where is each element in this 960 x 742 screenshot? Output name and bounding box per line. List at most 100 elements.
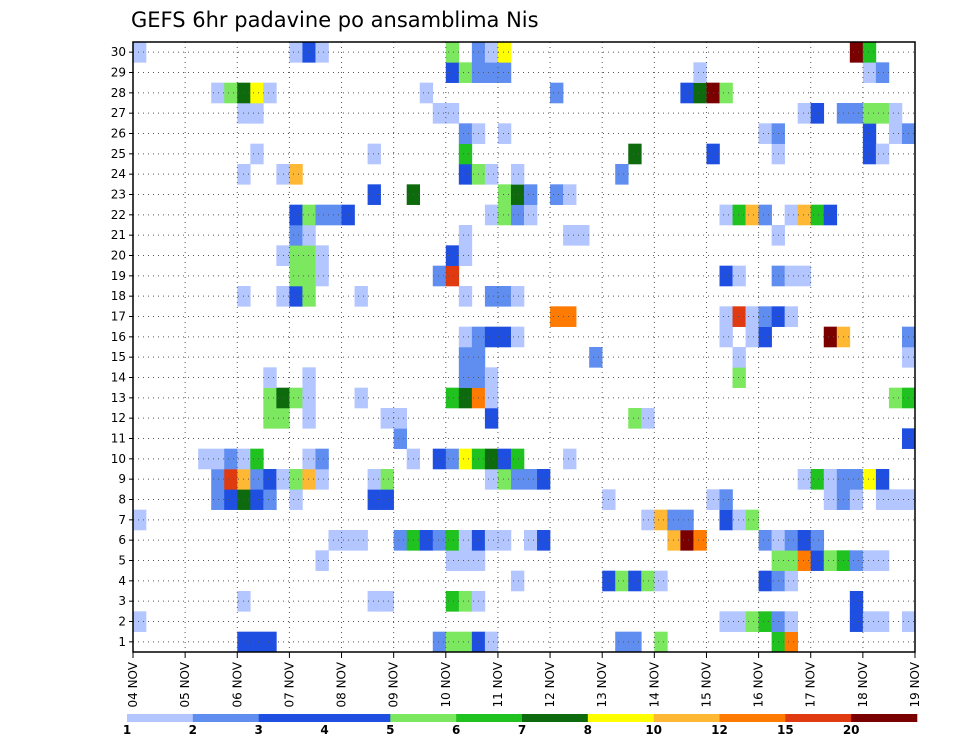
heatmap-cell <box>250 143 264 165</box>
heatmap-cell <box>432 265 447 287</box>
heatmap-cell <box>302 286 316 307</box>
heatmap-cell <box>497 42 512 63</box>
heatmap-cell <box>745 611 759 632</box>
heatmap-cell <box>328 204 342 226</box>
x-tick-label: 06 NOV <box>230 661 244 707</box>
y-tick-label: 24 <box>111 167 126 181</box>
heatmap-cell <box>732 347 746 368</box>
heatmap-cell <box>875 489 890 510</box>
heatmap-cell <box>888 123 903 144</box>
x-tick-label: 18 NOV <box>856 661 870 707</box>
heatmap-cell <box>732 509 746 531</box>
y-tick-label: 22 <box>111 208 126 222</box>
heatmap-cell <box>302 469 316 490</box>
heatmap-cell <box>732 367 746 388</box>
heatmap-cell <box>510 448 525 470</box>
heatmap-cell <box>380 408 394 429</box>
heatmap-cell <box>445 62 460 83</box>
y-tick-label: 16 <box>111 330 126 344</box>
heatmap-cell <box>419 530 434 551</box>
heatmap-cell <box>667 509 681 531</box>
heatmap-cell <box>875 611 890 632</box>
heatmap-cell <box>810 550 825 571</box>
colorbar-label: 3 <box>254 723 262 737</box>
heatmap-cell <box>875 62 890 83</box>
heatmap-cell <box>484 448 499 470</box>
heatmap-cell <box>758 570 772 592</box>
x-tick-label: 07 NOV <box>282 661 296 707</box>
x-tick-label: 14 NOV <box>647 661 661 707</box>
heatmap-cell <box>680 82 694 104</box>
heatmap-cell <box>510 204 525 226</box>
heatmap-cell <box>497 62 512 83</box>
heatmap-cell <box>497 530 512 551</box>
heatmap-cell <box>563 306 577 327</box>
x-tick-label: 11 NOV <box>491 661 505 707</box>
heatmap-cell <box>484 286 499 307</box>
heatmap-cell <box>732 265 746 287</box>
heatmap-cell <box>445 448 460 470</box>
heatmap-cell <box>302 367 316 388</box>
heatmap-cell <box>524 469 538 490</box>
heatmap-cell <box>849 103 864 124</box>
heatmap-cell <box>263 489 277 510</box>
y-tick-label: 2 <box>118 615 126 629</box>
heatmap-cell <box>458 62 473 83</box>
heatmap-cell <box>719 82 733 104</box>
heatmap-cell <box>510 286 525 307</box>
heatmap-cell <box>784 631 798 653</box>
heatmap-cell <box>458 326 473 348</box>
heatmap-cell <box>862 103 877 124</box>
heatmap-cell <box>693 62 707 83</box>
heatmap-cell <box>250 448 264 470</box>
heatmap-cell <box>628 570 642 592</box>
heatmap-cell <box>289 286 303 307</box>
y-tick-label: 18 <box>111 289 126 303</box>
heatmap-cell <box>458 387 473 409</box>
heatmap-cell <box>810 204 825 226</box>
heatmap-cell <box>458 225 473 246</box>
heatmap-cell <box>823 550 838 571</box>
y-tick-label: 20 <box>111 249 126 263</box>
colorbar-label: 15 <box>777 723 794 737</box>
heatmap-cell <box>497 204 512 226</box>
colorbar-label: 7 <box>518 723 526 737</box>
heatmap-cell <box>784 530 798 551</box>
heatmap-cell <box>289 164 303 185</box>
colorbar-segment <box>324 714 391 722</box>
heatmap-cell <box>484 62 499 83</box>
heatmap-cell <box>432 631 447 653</box>
y-tick-label: 26 <box>111 127 126 141</box>
heatmap-cell <box>315 448 329 470</box>
y-axis: 1234567891011121314151617181920212223242… <box>111 45 133 649</box>
heatmap-cell <box>289 489 303 510</box>
heatmap-cell <box>849 469 864 490</box>
y-tick-label: 27 <box>111 106 126 120</box>
heatmap-cell <box>315 265 329 287</box>
heatmap-cell <box>510 164 525 185</box>
heatmap-cell <box>563 448 577 470</box>
colorbar-segment <box>456 714 523 722</box>
y-tick-label: 13 <box>111 391 126 405</box>
colorbar-label: 1 <box>123 723 131 737</box>
heatmap-cell <box>250 469 264 490</box>
x-tick-label: 19 NOV <box>908 661 922 707</box>
colorbar-segment <box>522 714 589 722</box>
colorbar-segment <box>258 714 325 722</box>
heatmap-cell <box>302 387 316 409</box>
heatmap-cell <box>458 367 473 388</box>
heatmap-cell <box>784 306 798 327</box>
heatmap-cell <box>289 387 303 409</box>
heatmap-cell <box>198 448 212 470</box>
heatmap-cell <box>823 469 838 490</box>
heatmap-cell <box>211 469 225 490</box>
heatmap-cell <box>862 143 877 165</box>
heatmap-cell <box>615 164 629 185</box>
heatmap-cell <box>315 469 329 490</box>
heatmap-cell <box>510 469 525 490</box>
y-tick-label: 11 <box>111 432 126 446</box>
heatmap-cell <box>445 530 460 551</box>
heatmap-cell <box>315 550 329 571</box>
heatmap-cell <box>875 469 890 490</box>
heatmap-cell <box>510 570 525 592</box>
